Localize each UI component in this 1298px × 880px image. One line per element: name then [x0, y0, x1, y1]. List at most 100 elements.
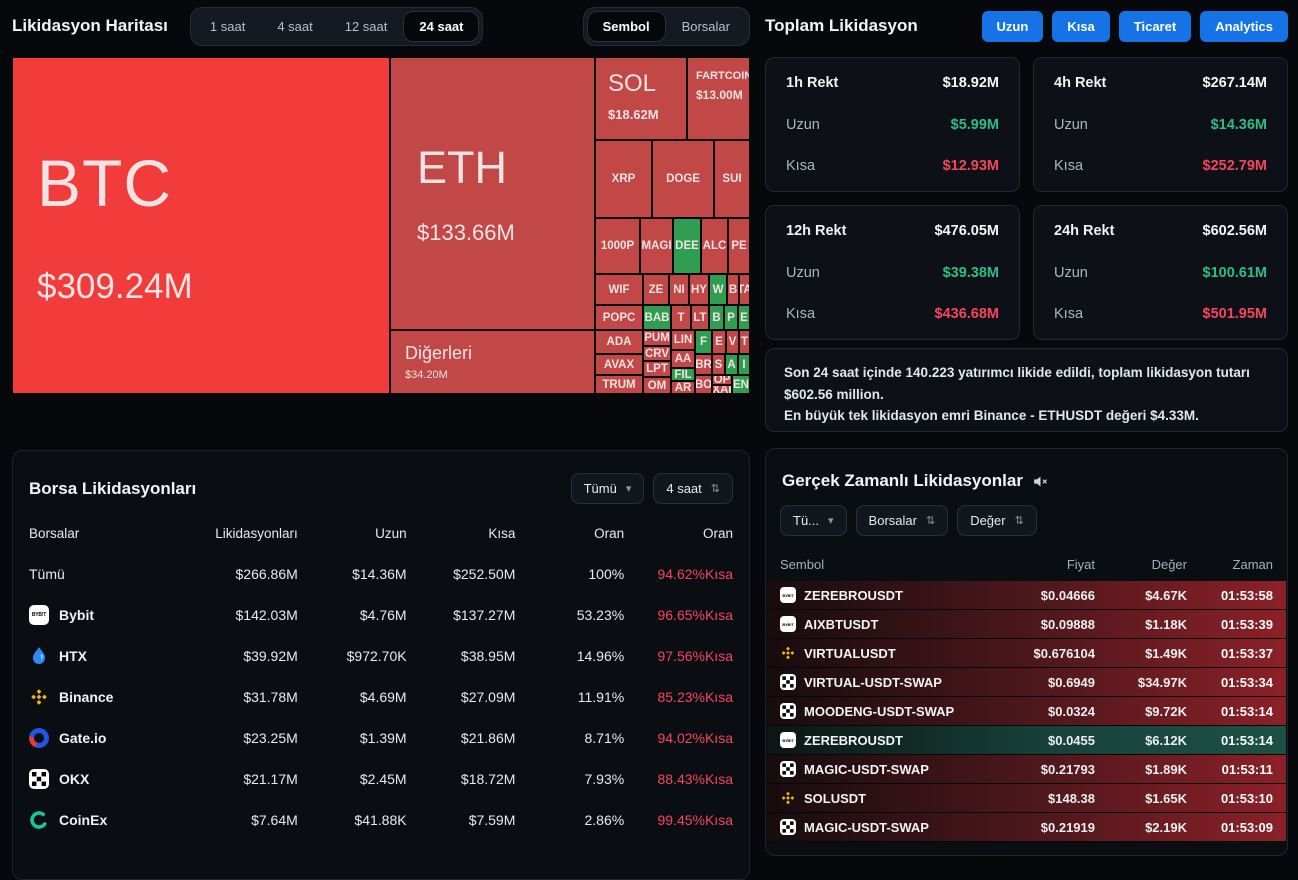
- treemap-cell-ni[interactable]: NI: [669, 274, 689, 305]
- view-toggle-borsalar[interactable]: Borsalar: [667, 12, 745, 41]
- liquidation-row-zerebrousdt[interactable]: BYB!T ZEREBROUSDT $0.04666 $4.67K 01:53:58: [767, 581, 1286, 610]
- treemap-cell-ar[interactable]: AR: [671, 381, 695, 394]
- liquidation-row-magic-usdt-swap[interactable]: MAGIC-USDT-SWAP $0.21793 $1.89K 01:53:11: [767, 755, 1286, 784]
- treemap-cell-lin[interactable]: LIN: [671, 330, 695, 350]
- treemap-cell-t[interactable]: T: [739, 330, 750, 354]
- treemap-cell-b[interactable]: B: [727, 274, 739, 305]
- realtime-filter-borsalar-select[interactable]: Borsalar ⇅: [855, 505, 949, 536]
- treemap-cell-pe[interactable]: PE: [728, 218, 750, 274]
- treemap-cell-1000p[interactable]: 1000P: [595, 218, 640, 274]
- liquidation-symbol-cell: MOODENG-USDT-SWAP: [780, 703, 990, 719]
- exchange-filter-4-saat-select[interactable]: 4 saat ⇅: [653, 473, 733, 504]
- treemap-cell-aa[interactable]: AA: [671, 350, 695, 368]
- coin-symbol-label: XAI: [712, 385, 732, 394]
- liquidations-cell: $39.92M: [243, 647, 298, 664]
- liquidation-row-virtualusdt[interactable]: VIRTUALUSDT $0.676104 $1.49K 01:53:37: [767, 639, 1286, 668]
- coin-symbol-label: B: [712, 311, 721, 324]
- time-filter-24-saat[interactable]: 24 saat: [404, 11, 479, 41]
- coin-symbol-label: BAB: [644, 311, 670, 324]
- liquidation-row-zerebrousdt[interactable]: BYB!T ZEREBROUSDT $0.0455 $6.12K 01:53:14: [767, 726, 1286, 755]
- liquidation-time: 01:53:09: [1220, 819, 1273, 835]
- liquidation-row-moodeng-usdt-swap[interactable]: MOODENG-USDT-SWAP $0.0324 $9.72K 01:53:14: [767, 697, 1286, 726]
- exchange-row-tümü[interactable]: Tümü $266.86M $14.36M $252.50M 100% 94.62%Kıs…: [13, 553, 749, 594]
- treemap-cell-ta[interactable]: TA: [739, 274, 750, 305]
- treemap-cell-doge[interactable]: DOGE: [652, 140, 714, 218]
- treemap-cell-w[interactable]: W: [709, 274, 727, 305]
- treemap-cell-btc[interactable]: BTC $309.24M: [12, 57, 390, 394]
- treemap-cell-alc[interactable]: ALC: [701, 218, 728, 274]
- treemap-cell-ze[interactable]: ZE: [643, 274, 669, 305]
- treemap-cell-wif[interactable]: WIF: [595, 274, 643, 305]
- treemap-cell-magi[interactable]: MAGI: [640, 218, 673, 274]
- treemap-cell-sol[interactable]: SOL $18.62M: [595, 57, 687, 140]
- summary-line-1: Son 24 saat içinde 140.223 yatırımcı lik…: [784, 365, 1250, 402]
- liquidation-time: 01:53:39: [1220, 616, 1273, 632]
- treemap-cell-sui[interactable]: SUI: [714, 140, 750, 218]
- treemap-cell-s[interactable]: S: [712, 354, 725, 375]
- exchange-row-okx[interactable]: OKX $21.17M $2.45M $18.72M 7.93% 88.43%Kısa: [13, 758, 749, 799]
- time-filter-12-saat[interactable]: 12 saat: [330, 12, 403, 41]
- realtime-filter-tü-select[interactable]: Tü... ▾: [780, 505, 847, 536]
- exchange-name-cell: HTX: [29, 646, 189, 666]
- okx-logo-icon: [780, 819, 796, 835]
- treemap-cell-dee[interactable]: DEE: [673, 218, 701, 274]
- liquidation-row-magic-usdt-swap[interactable]: MAGIC-USDT-SWAP $0.21919 $2.19K 01:53:09: [767, 813, 1286, 842]
- treemap-cell-bo[interactable]: BO: [695, 375, 712, 394]
- realtime-filter-değer-select[interactable]: Değer ⇅: [957, 505, 1037, 536]
- treemap-cell-p[interactable]: P: [724, 305, 738, 330]
- uzun-button[interactable]: Uzun: [981, 10, 1044, 42]
- treemap-cell-t[interactable]: T: [671, 305, 691, 330]
- coin-symbol-label: FIL: [674, 368, 692, 381]
- treemap-cell-fartcoin[interactable]: FARTCOIN $13.00M: [687, 57, 750, 140]
- time-filter-1-saat[interactable]: 1 saat: [195, 12, 260, 41]
- treemap-cell-eth[interactable]: ETH $133.66M: [390, 57, 595, 330]
- treemap-cell-b[interactable]: B: [709, 305, 724, 330]
- treemap-cell-diğerleri[interactable]: Diğerleri $34.20M: [390, 330, 595, 394]
- liquidation-row-solusdt[interactable]: SOLUSDT $148.38 $1.65K 01:53:10: [767, 784, 1286, 813]
- treemap-cell-f[interactable]: F: [695, 330, 712, 354]
- binance-logo-icon: [29, 687, 49, 707]
- long-cell: $972.70K: [346, 647, 407, 664]
- mute-speaker-icon[interactable]: [1032, 473, 1049, 490]
- treemap-cell-e[interactable]: E: [738, 305, 750, 330]
- analytics-button[interactable]: Analytics: [1200, 10, 1288, 42]
- treemap-cell-e[interactable]: E: [712, 330, 726, 354]
- liquidation-row-aixbtusdt[interactable]: BYB!T AIXBTUSDT $0.09888 $1.18K 01:53:39: [767, 610, 1286, 639]
- exchange-row-htx[interactable]: HTX $39.92M $972.70K $38.95M 14.96% 97.56%Kıs…: [13, 635, 749, 676]
- coin-symbol-label: S: [714, 358, 723, 371]
- treemap-cell-pum[interactable]: PUM: [643, 330, 671, 346]
- bybit-logo-icon: BYB!T: [780, 616, 796, 632]
- exchange-row-gate-io[interactable]: Gate.io $23.25M $1.39M $21.86M 8.71% 94.02%Kı…: [13, 717, 749, 758]
- column-header-değer: Değer: [1151, 557, 1187, 572]
- ticaret-button[interactable]: Ticaret: [1118, 10, 1192, 42]
- treemap-cell-lt[interactable]: LT: [691, 305, 709, 330]
- treemap-cell-br[interactable]: BR: [695, 354, 712, 375]
- treemap-cell-trum[interactable]: TRUM: [595, 375, 643, 394]
- kısa-button[interactable]: Kısa: [1052, 10, 1110, 42]
- treemap-cell-popc[interactable]: POPC: [595, 305, 643, 330]
- treemap-cell-op[interactable]: OP: [712, 375, 732, 385]
- treemap-cell-hy[interactable]: HY: [689, 274, 709, 305]
- treemap-cell-avax[interactable]: AVAX: [595, 354, 643, 375]
- treemap-cell-crv[interactable]: CRV: [643, 346, 671, 361]
- treemap-cell-bab[interactable]: BAB: [643, 305, 671, 330]
- treemap-cell-xrp[interactable]: XRP: [595, 140, 652, 218]
- treemap-cell-i[interactable]: I: [738, 354, 750, 375]
- treemap-cell-v[interactable]: V: [726, 330, 739, 354]
- treemap-cell-a[interactable]: A: [725, 354, 738, 375]
- exchange-filter-tümü-select[interactable]: Tümü ▾: [570, 473, 645, 504]
- exchange-row-bybit[interactable]: BYB!T Bybit $142.03M $4.76M $137.27M 53.23% 96…: [13, 594, 749, 635]
- liquidation-value: $1.65K: [1145, 790, 1187, 806]
- treemap-cell-en[interactable]: EN: [732, 375, 750, 394]
- treemap-cell-xai[interactable]: XAI: [712, 385, 732, 394]
- view-toggle-sembol[interactable]: Sembol: [587, 11, 665, 41]
- treemap-cell-fil[interactable]: FIL: [671, 368, 695, 381]
- liquidation-row-virtual-usdt-swap[interactable]: VIRTUAL-USDT-SWAP $0.6949 $34.97K 01:53:34: [767, 668, 1286, 697]
- exchange-row-binance[interactable]: Binance $31.78M $4.69M $27.09M 11.91% 85.23%K…: [13, 676, 749, 717]
- treemap-cell-lpt[interactable]: LPT: [643, 361, 671, 377]
- exchange-row-coinex[interactable]: CoinEx $7.64M $41.88K $7.59M 2.86% 99.45%Kısa: [13, 799, 749, 840]
- treemap-cell-om[interactable]: OM: [643, 377, 671, 394]
- page-title: Likidasyon Haritası: [12, 16, 168, 35]
- time-filter-4-saat[interactable]: 4 saat: [262, 12, 327, 41]
- treemap-cell-ada[interactable]: ADA: [595, 330, 643, 354]
